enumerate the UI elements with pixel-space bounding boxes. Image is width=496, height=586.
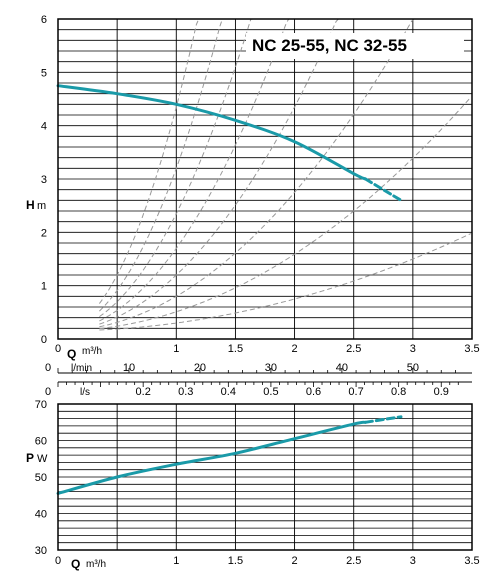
head-y-symbol: H	[26, 198, 35, 212]
head-plot-border	[57, 18, 473, 340]
power-x-tick: 2	[292, 555, 298, 567]
head-y-unit: m	[37, 200, 46, 212]
head-x-tick-labels: 0 1 1.5 2 2.5 3 3.5	[55, 343, 480, 355]
power-x-tick: 3	[410, 555, 416, 567]
lmin-tick: 40	[336, 362, 348, 374]
ls-secondary-axis: 0 0.2 0.3 0.4 0.5 0.6 0.7 0.8 0.9 l/s	[45, 381, 472, 398]
system-curve	[99, 18, 290, 322]
lmin-tick: 10	[123, 362, 135, 374]
power-x-unit: m³/h	[86, 559, 106, 570]
power-y-tick: 40	[35, 509, 47, 521]
lmin-tick: 50	[407, 362, 419, 374]
power-x-tick: 1	[173, 555, 179, 567]
power-x-tick: 3.5	[464, 555, 479, 567]
head-x-symbol: Q	[67, 347, 76, 361]
system-curve	[99, 18, 415, 328]
power-chart-grid	[58, 404, 472, 550]
head-curve-series	[56, 84, 403, 202]
head-y-tick: 0	[41, 334, 47, 346]
power-x-symbol: Q	[71, 557, 80, 571]
ls-tick: 0.2	[136, 386, 151, 398]
ls-tick: 0.8	[391, 386, 406, 398]
power-curve-line	[56, 420, 367, 495]
lmin-tick: 0	[45, 362, 51, 374]
lmin-tick: 30	[265, 362, 277, 374]
ls-tick: 0	[45, 386, 51, 398]
head-x-tick: 2	[292, 343, 298, 355]
system-curve	[99, 18, 339, 325]
head-x-tick: 3	[410, 343, 416, 355]
ls-tick: 0.9	[434, 386, 449, 398]
ls-tick: 0.3	[178, 386, 193, 398]
head-y-tick: 2	[41, 227, 47, 239]
head-x-tick: 1	[173, 343, 179, 355]
system-curve	[99, 18, 223, 312]
head-curve-line	[56, 84, 367, 181]
head-x-tick: 3.5	[464, 343, 479, 355]
power-x-tick-labels: 0 1 1.5 2 2.5 3 3.5	[55, 555, 480, 567]
ls-tick: 0.5	[263, 386, 278, 398]
head-x-tick: 0	[55, 343, 61, 355]
head-y-tick: 6	[41, 14, 47, 26]
head-chart-frame	[57, 18, 473, 340]
power-y-unit: W	[37, 453, 48, 465]
power-x-tick: 1.5	[228, 555, 243, 567]
power-y-tick: 60	[35, 436, 47, 448]
system-curves	[98, 18, 472, 331]
head-y-tick: 3	[41, 174, 47, 186]
power-curve-line-dashed	[364, 415, 403, 424]
lmin-secondary-axis: 0 10 20 30 40 50 l/min	[45, 362, 472, 374]
power-y-tick: 50	[35, 472, 47, 484]
head-y-tick: 1	[41, 281, 47, 293]
power-y-tick: 30	[35, 545, 47, 557]
lmin-tick: 20	[194, 362, 206, 374]
system-curve	[98, 18, 200, 304]
head-y-tick: 5	[41, 67, 47, 79]
power-chart-frame	[57, 403, 473, 551]
title-background	[246, 33, 464, 59]
lmin-unit: l/min	[71, 363, 92, 374]
system-curve	[99, 233, 472, 331]
power-x-tick: 0	[55, 555, 61, 567]
head-y-tick-labels: 0 1 2 3 4 5 6	[41, 14, 47, 346]
power-y-tick-labels: 30 40 50 60 70	[35, 399, 47, 557]
power-x-tick: 2.5	[346, 555, 361, 567]
head-y-tick: 4	[41, 121, 47, 133]
system-curve	[99, 96, 472, 330]
power-plot-border	[57, 403, 473, 551]
power-y-tick: 70	[35, 399, 47, 411]
head-chart-grid	[58, 19, 472, 339]
head-curve-line-dashed	[364, 177, 403, 202]
power-y-symbol: P	[26, 451, 34, 465]
chart-title: NC 25-55, NC 32-55	[252, 36, 407, 55]
head-x-unit: m³/h	[82, 346, 102, 357]
head-x-tick: 2.5	[346, 343, 361, 355]
ls-tick: 0.6	[306, 386, 321, 398]
head-x-tick: 1.5	[228, 343, 243, 355]
ls-tick: 0.4	[221, 386, 236, 398]
system-curve	[99, 18, 254, 318]
ls-unit: l/s	[80, 387, 90, 398]
ls-tick: 0.7	[348, 386, 363, 398]
